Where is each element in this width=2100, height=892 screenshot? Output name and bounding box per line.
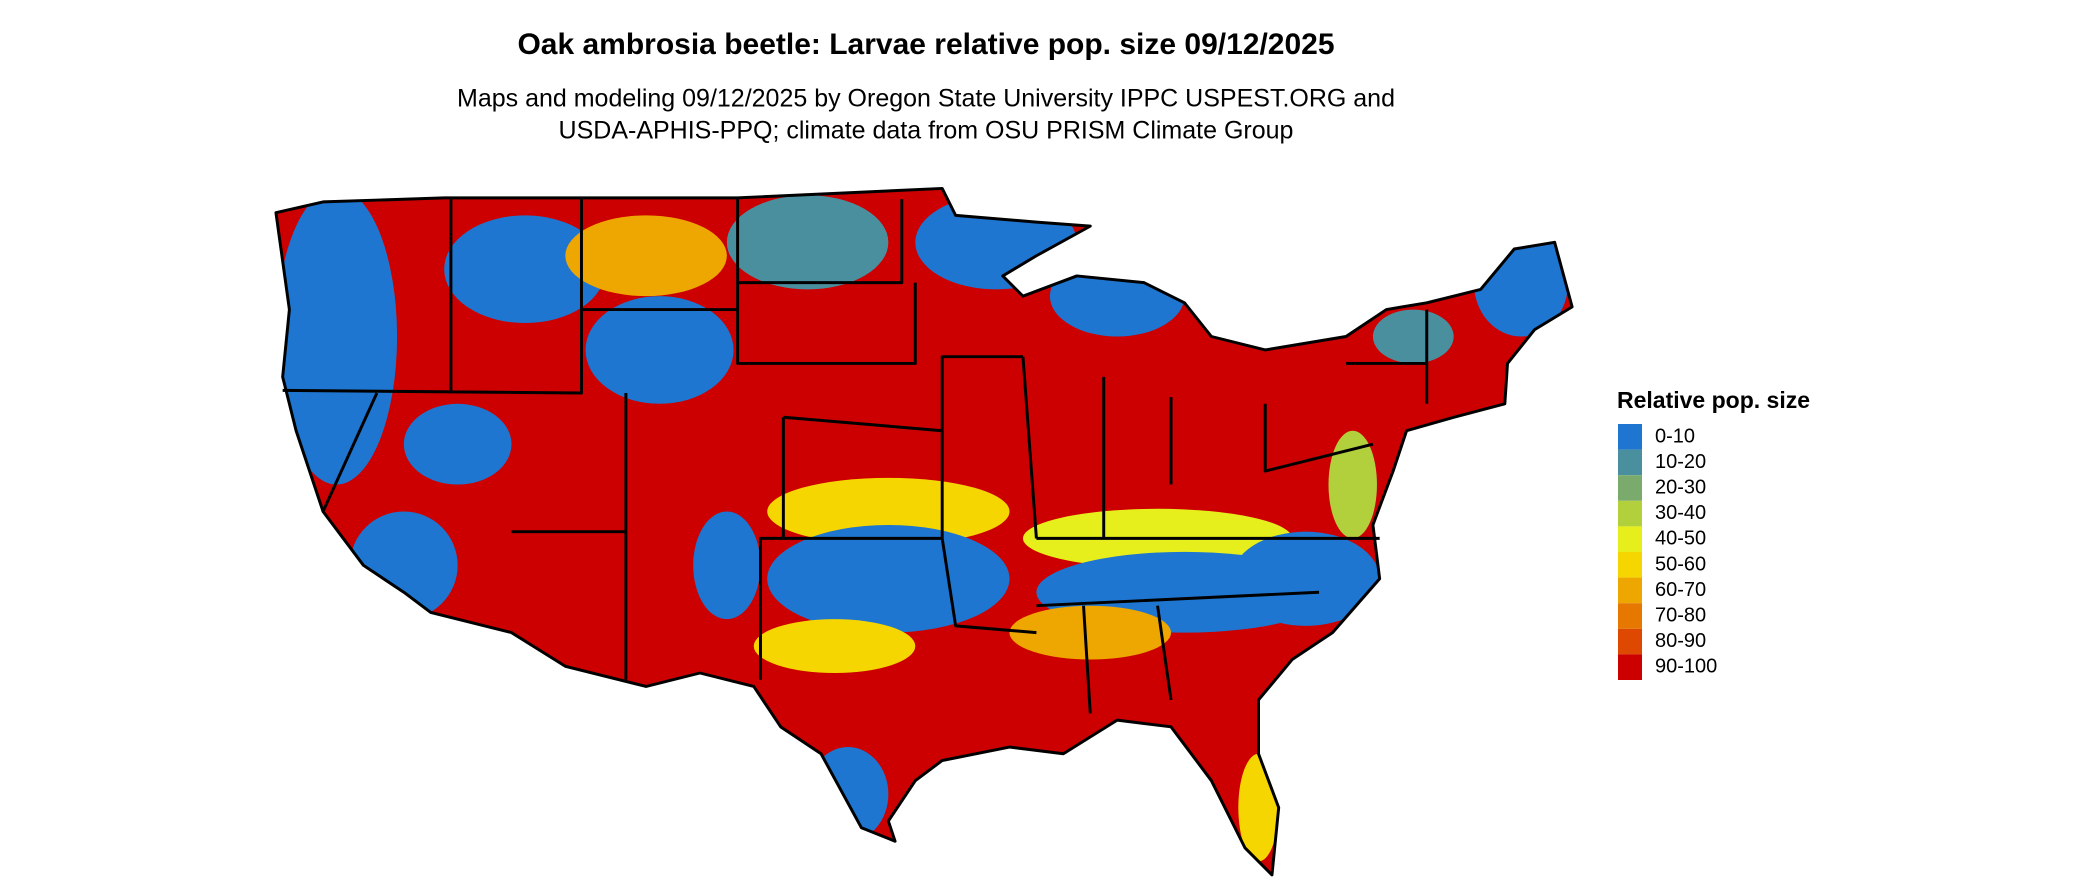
risk-area xyxy=(403,403,512,485)
risk-area xyxy=(444,215,606,324)
legend-label: 60-70 xyxy=(1655,579,1706,601)
legend-swatch xyxy=(1618,603,1642,629)
legend-swatch xyxy=(1618,628,1642,655)
risk-area xyxy=(585,296,734,404)
legend-swatch xyxy=(1618,526,1642,552)
risk-area xyxy=(1009,605,1172,660)
legend: Relative pop. size 0-10 10-20 20-30 30-40 40… xyxy=(1617,387,1810,680)
risk-area xyxy=(693,511,761,620)
legend-label: 30-40 xyxy=(1655,502,1706,524)
legend-label: 80-90 xyxy=(1655,630,1706,652)
risk-area xyxy=(807,747,889,842)
legend-swatch xyxy=(1618,475,1642,501)
risk-area xyxy=(1328,430,1377,539)
legend-swatch xyxy=(1618,424,1642,450)
map-subtitle: Maps and modeling 09/12/2025 by Oregon S… xyxy=(457,85,1395,113)
risk-area xyxy=(767,524,1010,633)
legend-swatch xyxy=(1618,449,1642,476)
risk-area xyxy=(915,195,1077,290)
map-title: Oak ambrosia beetle: Larvae relative pop… xyxy=(517,28,1334,61)
risk-area xyxy=(275,188,398,485)
risk-area xyxy=(349,511,458,620)
risk-area xyxy=(1372,309,1454,364)
legend-swatch xyxy=(1618,552,1642,578)
legend-swatch xyxy=(1618,654,1642,680)
legend-label: 90-100 xyxy=(1655,656,1717,678)
risk-area xyxy=(1231,531,1380,626)
legend-label: 40-50 xyxy=(1655,528,1706,550)
legend-swatch xyxy=(1618,500,1642,527)
risk-area xyxy=(1049,255,1185,337)
map-subtitle: USDA-APHIS-PPQ; climate data from OSU PR… xyxy=(559,117,1294,145)
risk-area xyxy=(565,215,727,297)
legend-swatch xyxy=(1618,577,1642,604)
legend-label: 10-20 xyxy=(1655,451,1706,473)
legend-label: 50-60 xyxy=(1655,553,1706,575)
us-map xyxy=(274,186,1574,877)
legend-label: 70-80 xyxy=(1655,604,1706,626)
legend-title: Relative pop. size xyxy=(1617,387,1810,413)
risk-area xyxy=(753,619,916,673)
risk-area xyxy=(726,195,889,290)
legend-label: 20-30 xyxy=(1655,476,1706,498)
legend-label: 0-10 xyxy=(1655,425,1695,447)
risk-area xyxy=(767,477,1010,546)
